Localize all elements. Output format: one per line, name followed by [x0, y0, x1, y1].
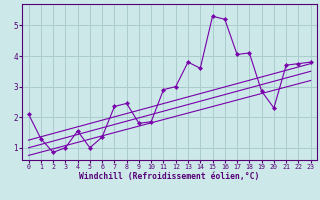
X-axis label: Windchill (Refroidissement éolien,°C): Windchill (Refroidissement éolien,°C) [79, 172, 260, 181]
